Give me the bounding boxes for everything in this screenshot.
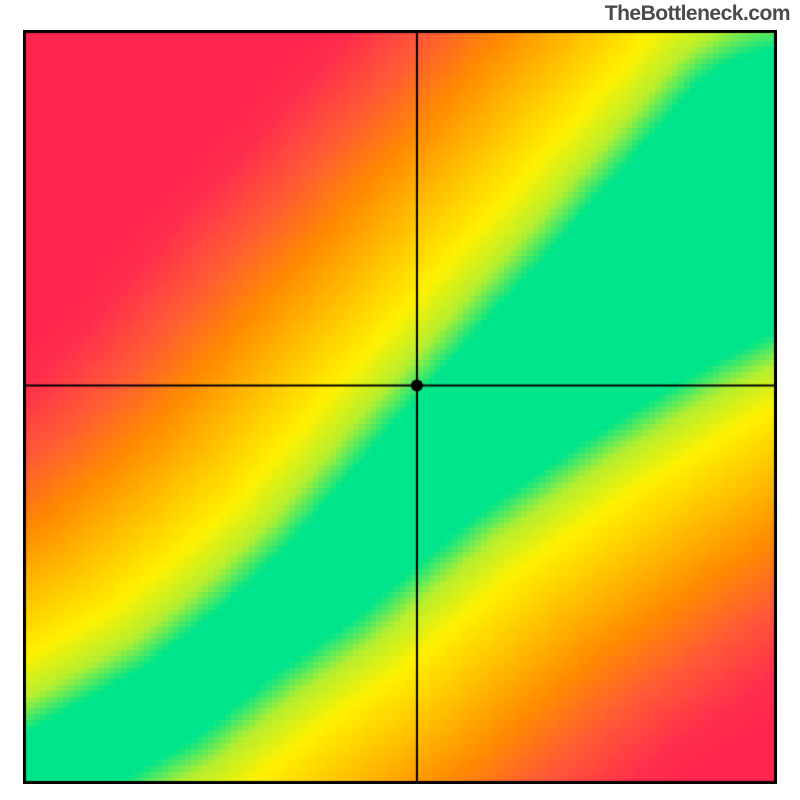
heatmap-plot (23, 30, 777, 784)
watermark-label: TheBottleneck.com (605, 2, 790, 26)
heatmap-canvas (23, 30, 777, 784)
